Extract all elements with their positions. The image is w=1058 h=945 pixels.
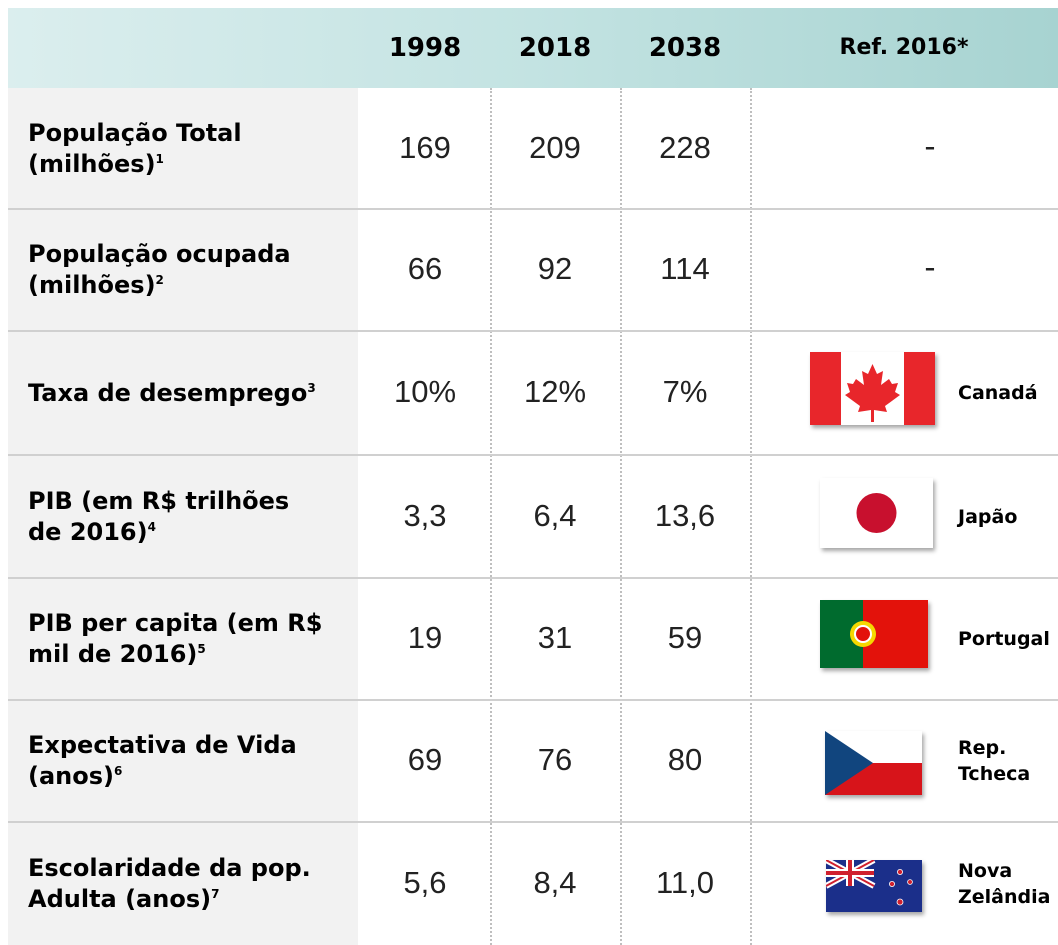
cell-value: 209 <box>529 129 581 165</box>
column-header: 1998 <box>388 33 462 63</box>
flag <box>824 857 922 912</box>
country-name: Japão <box>958 505 1018 528</box>
column-divider <box>490 88 492 945</box>
footnote-mark: 4 <box>147 519 156 534</box>
row-separator <box>8 454 1058 456</box>
row-separator <box>8 330 1058 332</box>
cell-value: 3,3 <box>403 497 447 533</box>
row-label: Expectativa de Vida (anos)6 <box>28 730 328 792</box>
cell-value: 8,4 <box>533 864 577 900</box>
column-divider <box>750 88 752 945</box>
footnote-mark: 3 <box>307 380 316 395</box>
row-label: População Total (milhões)1 <box>28 118 328 180</box>
flag-icon <box>820 600 928 668</box>
row-label-text: Taxa de desemprego <box>28 378 308 407</box>
ref-dash: - <box>924 128 936 165</box>
flag <box>810 352 935 425</box>
row-separator <box>8 699 1058 701</box>
flag-icon <box>824 857 922 912</box>
row-label-text: PIB (em R$ trilhões de 2016) <box>28 486 290 546</box>
column-header: 2038 <box>648 33 722 63</box>
cell-value: 19 <box>407 620 443 655</box>
row-label: População ocupada (milhões)2 <box>28 239 328 301</box>
footnote-mark: 5 <box>197 642 206 656</box>
footnote-mark: 1 <box>155 151 164 166</box>
flag-icon <box>810 352 935 425</box>
footnote-mark: 6 <box>114 764 123 778</box>
cell-value: 114 <box>660 251 710 286</box>
cell-value: 12% <box>523 374 587 409</box>
column-divider <box>620 88 622 945</box>
row-label-text: Expectativa de Vida (anos) <box>28 731 297 790</box>
cell-value: 69 <box>407 742 443 777</box>
row-label: PIB (em R$ trilhões de 2016)4 <box>28 486 328 548</box>
cell-value: 7% <box>662 374 708 409</box>
cell-value: 92 <box>537 251 573 286</box>
country-name: Nova Zelândia <box>958 859 1051 908</box>
label-column <box>8 88 358 945</box>
row-separator <box>8 821 1058 823</box>
ref-dash: - <box>924 250 936 286</box>
row-label-text: Escolaridade da pop. Adulta (anos) <box>28 853 311 913</box>
row-separator <box>8 208 1058 210</box>
cell-value: 66 <box>407 251 443 286</box>
row-label: PIB per capita (em R$ mil de 2016)5 <box>28 608 328 670</box>
cell-value: 80 <box>667 742 703 777</box>
row-label: Taxa de desemprego3 <box>28 378 328 409</box>
cell-value: 76 <box>537 742 573 777</box>
row-label: Escolaridade da pop. Adulta (anos)7 <box>28 853 328 915</box>
cell-value: 13,6 <box>654 497 716 533</box>
flag <box>820 478 933 548</box>
row-separator <box>8 577 1058 579</box>
row-label-text: PIB per capita (em R$ mil de 2016) <box>28 609 323 668</box>
country-name: Portugal <box>958 628 1050 650</box>
row-label-text: População Total (milhões) <box>28 118 242 178</box>
row-label-text: População ocupada (milhões) <box>28 240 291 299</box>
cell-value: 6,4 <box>533 497 577 533</box>
flag-icon <box>825 731 922 795</box>
cell-value: 11,0 <box>655 864 715 900</box>
flag <box>820 600 928 668</box>
country-name: Rep. Tcheca <box>958 737 1031 785</box>
footnote-mark: 7 <box>211 886 220 901</box>
flag-icon <box>820 478 933 548</box>
cell-value: 5,6 <box>403 864 447 900</box>
cell-value: 169 <box>399 129 451 165</box>
cell-value: 228 <box>659 129 711 165</box>
flag <box>825 731 922 795</box>
header-band <box>8 8 1058 88</box>
country-name: Canadá <box>958 382 1038 404</box>
footnote-mark: 2 <box>155 273 164 287</box>
cell-value: 31 <box>537 620 573 655</box>
column-header: 2018 <box>518 33 592 63</box>
cell-value: 10% <box>393 374 457 409</box>
cell-value: 59 <box>667 620 703 655</box>
column-header: Ref. 2016* <box>839 35 969 60</box>
